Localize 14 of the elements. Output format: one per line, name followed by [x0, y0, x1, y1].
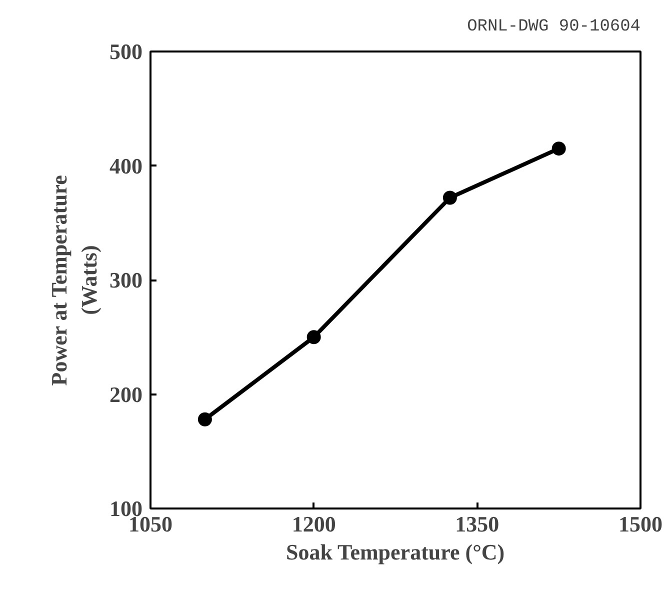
point — [198, 412, 212, 426]
point — [306, 330, 321, 344]
y-tick-label: 400 — [110, 153, 142, 178]
text: ORNL-DWG 90-10604 — [467, 18, 641, 36]
point — [442, 190, 457, 205]
point — [552, 142, 566, 156]
x-axis-title: Soak Temperature (°C) — [286, 540, 505, 564]
y-tick-label: 500 — [110, 39, 142, 64]
y-tick-label: 300 — [110, 268, 142, 292]
x-tick-label: 1200 — [292, 512, 336, 536]
x-tick-label: 1500 — [618, 512, 662, 536]
y-axis-title: Power at Temperature (Watts) — [46, 174, 102, 386]
y-tick-label: 200 — [110, 382, 142, 407]
x-tick-label: 1350 — [455, 512, 500, 536]
